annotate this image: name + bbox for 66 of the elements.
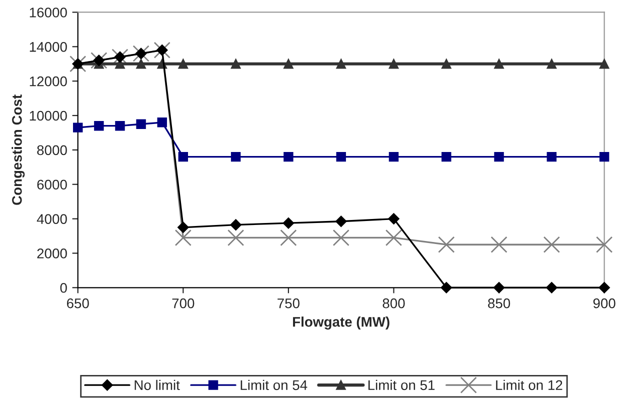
x-tick-label: 700: [172, 298, 194, 308]
point: [493, 282, 505, 294]
point: [442, 59, 452, 69]
point: [442, 152, 452, 162]
point: [178, 59, 188, 69]
point: [282, 217, 294, 229]
x-tick-label: 900: [593, 298, 616, 308]
point: [388, 152, 399, 162]
legend-label: No limit: [134, 380, 180, 390]
x-tick-label: 850: [488, 298, 510, 308]
point: [227, 229, 244, 246]
point: [157, 118, 167, 128]
point: [332, 229, 350, 246]
point: [546, 152, 557, 162]
point: [543, 236, 560, 253]
point: [388, 213, 400, 224]
point: [335, 216, 347, 227]
point: [490, 236, 508, 253]
point: [596, 236, 613, 253]
point: [174, 229, 192, 246]
point: [336, 152, 346, 162]
point: [280, 229, 297, 246]
point: [284, 152, 294, 162]
y-tick-label: 2000: [37, 248, 67, 258]
point: [494, 59, 504, 69]
point: [70, 56, 86, 72]
y-tick-label: 10000: [30, 110, 67, 121]
point: [599, 152, 610, 162]
point: [115, 120, 125, 131]
legend-label: Limit on 12: [496, 380, 562, 390]
y-tick-label: 4000: [36, 214, 67, 224]
y-axis-title: Congestion Cost: [12, 94, 25, 205]
x-tick-label: 650: [66, 298, 89, 308]
point: [494, 152, 504, 162]
point: [178, 152, 188, 162]
point: [284, 59, 294, 69]
y-tick-label: 12000: [30, 76, 67, 86]
point: [385, 229, 402, 246]
point: [73, 122, 83, 132]
point: [156, 44, 168, 56]
x-tick-label: 750: [278, 298, 300, 308]
point: [178, 222, 189, 233]
point: [388, 59, 399, 69]
point: [94, 120, 104, 131]
point: [546, 282, 558, 294]
y-tick-label: 8000: [37, 145, 67, 156]
legend-label: Limit on 54: [240, 380, 308, 390]
point: [154, 42, 170, 58]
point: [440, 282, 452, 294]
point: [136, 59, 146, 69]
point: [546, 59, 557, 69]
point: [136, 119, 146, 129]
y-tick-label: 16000: [30, 8, 67, 18]
x-axis-title: Flowgate (MW): [293, 316, 390, 330]
point: [230, 152, 241, 162]
y-tick-label: 0: [60, 282, 67, 293]
y-tick-label: 14000: [30, 42, 67, 52]
point: [599, 59, 610, 69]
point: [598, 282, 610, 294]
point: [230, 219, 242, 230]
legend-label: Limit on 51: [368, 380, 435, 390]
point: [336, 59, 346, 69]
x-tick-label: 800: [382, 298, 405, 308]
point: [230, 59, 241, 69]
point: [438, 236, 455, 253]
y-tick-label: 6000: [37, 180, 67, 190]
